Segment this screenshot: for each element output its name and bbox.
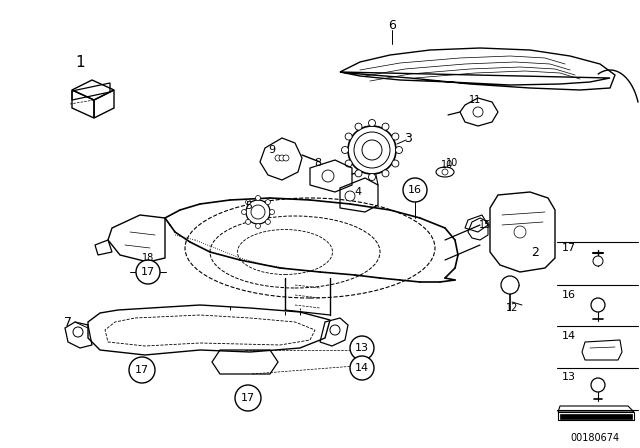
Circle shape (330, 325, 340, 335)
Polygon shape (558, 412, 634, 420)
Circle shape (362, 140, 382, 160)
Text: 18: 18 (142, 253, 154, 263)
Text: 00180674: 00180674 (570, 433, 620, 443)
Circle shape (345, 191, 355, 201)
Circle shape (136, 260, 160, 284)
Text: 6: 6 (388, 18, 396, 31)
Text: 10: 10 (446, 158, 458, 168)
Circle shape (382, 123, 389, 130)
Text: 2: 2 (531, 246, 539, 258)
Circle shape (514, 226, 526, 238)
Circle shape (275, 155, 281, 161)
Text: 10: 10 (441, 160, 453, 170)
Circle shape (345, 133, 352, 140)
Circle shape (501, 276, 519, 294)
Text: 15: 15 (479, 220, 491, 230)
Circle shape (342, 146, 349, 154)
Circle shape (392, 133, 399, 140)
Text: 13: 13 (562, 372, 576, 382)
Text: 3: 3 (404, 132, 412, 145)
Circle shape (403, 178, 427, 202)
Text: 4: 4 (355, 187, 362, 197)
Circle shape (350, 336, 374, 360)
Circle shape (251, 205, 265, 219)
Circle shape (266, 220, 270, 224)
Text: 17: 17 (135, 365, 149, 375)
Text: 13: 13 (355, 343, 369, 353)
Text: 16: 16 (408, 185, 422, 195)
Text: 12: 12 (506, 303, 518, 313)
Circle shape (442, 169, 448, 175)
Circle shape (350, 356, 374, 380)
Circle shape (279, 155, 285, 161)
Text: 5: 5 (246, 201, 253, 211)
Text: 11: 11 (469, 95, 481, 105)
Circle shape (591, 378, 605, 392)
Circle shape (473, 107, 483, 117)
Circle shape (369, 173, 376, 181)
Text: 9: 9 (268, 145, 276, 155)
Text: 8: 8 (314, 158, 321, 168)
Circle shape (255, 195, 260, 201)
Circle shape (591, 298, 605, 312)
Circle shape (255, 224, 260, 228)
Circle shape (269, 210, 275, 215)
Circle shape (246, 200, 270, 224)
Text: 14: 14 (562, 331, 576, 341)
Circle shape (73, 327, 83, 337)
Text: 16: 16 (562, 290, 576, 300)
Circle shape (345, 160, 352, 167)
Circle shape (235, 385, 261, 411)
Circle shape (241, 210, 246, 215)
Polygon shape (560, 414, 632, 419)
Circle shape (246, 200, 251, 205)
Circle shape (369, 120, 376, 126)
Circle shape (129, 357, 155, 383)
Circle shape (396, 146, 403, 154)
Circle shape (266, 200, 270, 205)
Circle shape (355, 170, 362, 177)
Circle shape (283, 155, 289, 161)
Circle shape (348, 126, 396, 174)
Text: 14: 14 (355, 363, 369, 373)
Text: 17: 17 (141, 267, 155, 277)
Text: 7: 7 (64, 315, 72, 328)
Text: 1: 1 (75, 55, 85, 69)
Circle shape (382, 170, 389, 177)
Circle shape (355, 123, 362, 130)
Circle shape (392, 160, 399, 167)
Circle shape (246, 220, 251, 224)
Text: 17: 17 (241, 393, 255, 403)
Ellipse shape (436, 167, 454, 177)
Circle shape (354, 132, 390, 168)
Circle shape (322, 170, 334, 182)
Text: 17: 17 (562, 243, 576, 253)
Circle shape (593, 256, 603, 266)
